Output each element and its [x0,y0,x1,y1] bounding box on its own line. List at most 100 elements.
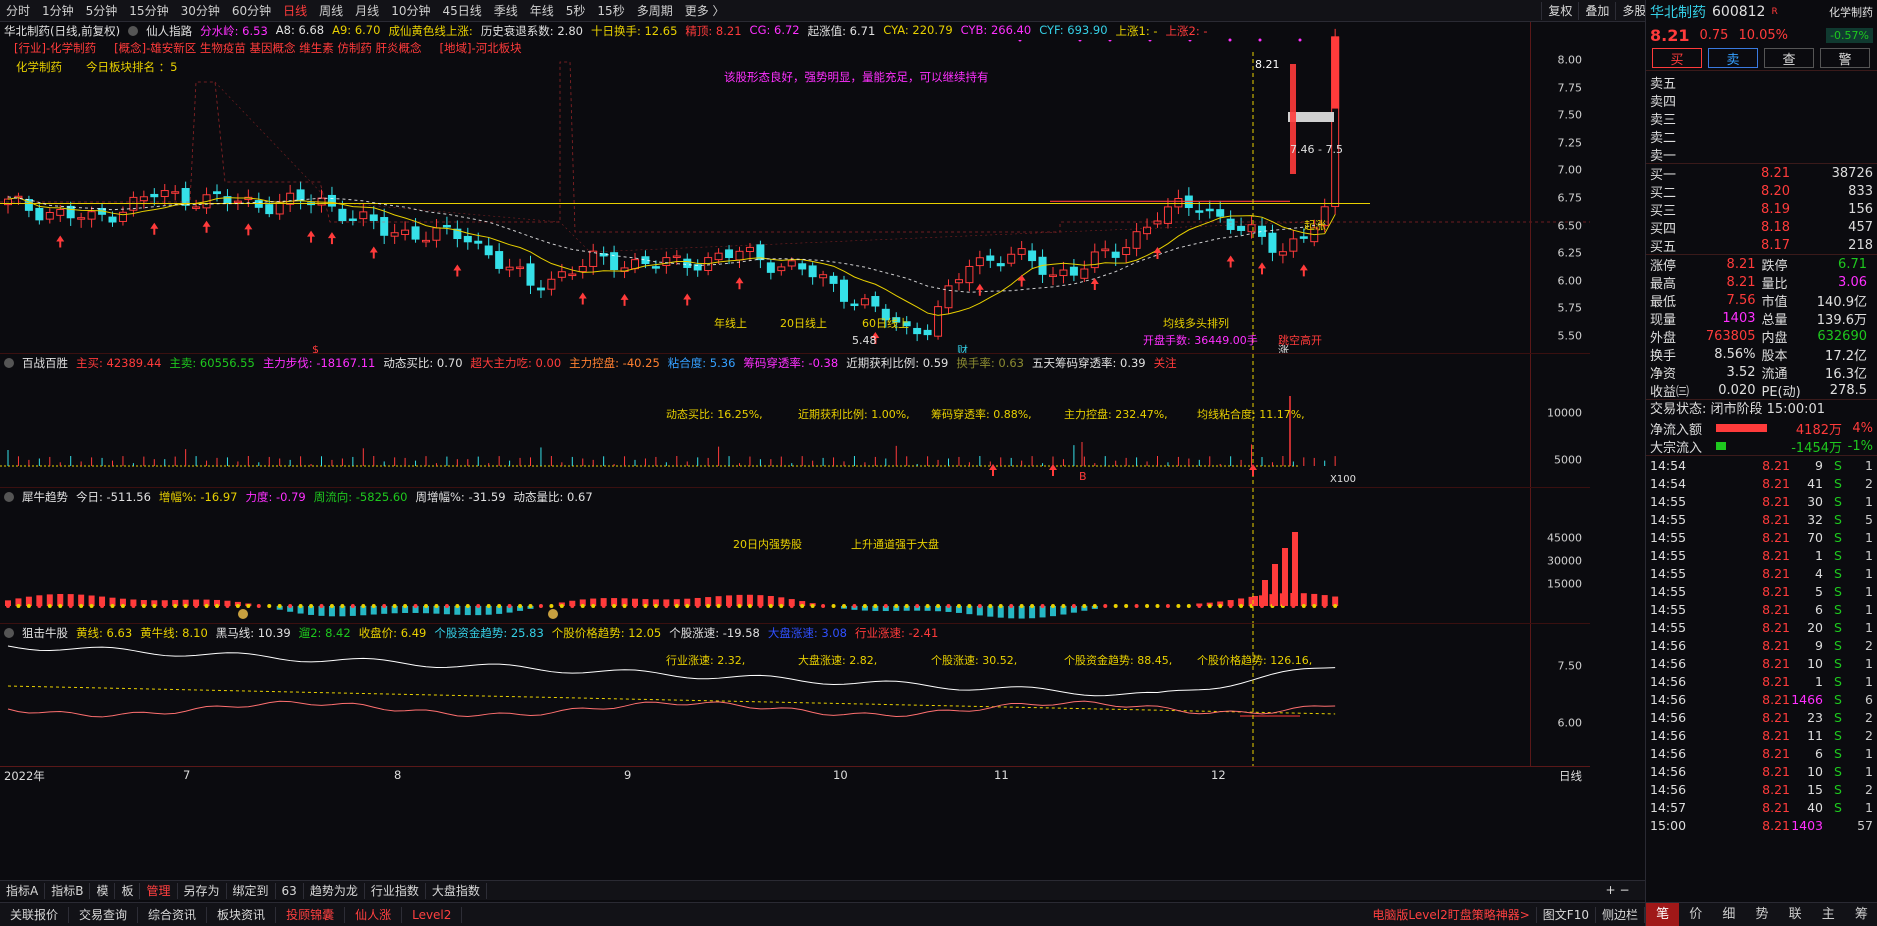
indicator-tab[interactable]: 另存为 [178,882,227,899]
trend-bar [1050,606,1056,617]
signal-dot [1298,38,1302,42]
ask-level[interactable]: 卖四 [1646,91,1877,110]
period-tab[interactable]: 1分钟 [42,4,74,18]
indicator-tab[interactable]: 管理 [140,882,178,899]
period-tab[interactable]: 年线 [529,4,554,18]
indicator-tab[interactable]: 指标B [45,882,91,899]
period-tab[interactable]: 多周期 [636,4,673,18]
jiji-pane[interactable]: 狙击牛股 黄线: 6.63 黄牛线: 8.10 黑马线: 10.39 遛2: 8.42… [0,624,1590,766]
panel-tab[interactable]: 价 [1689,906,1703,922]
main-indicator-name[interactable]: 仙人指路 [146,24,193,38]
main-kline-pane[interactable]: 华北制药(日线,前复权) 仙人指路 分水岭: 6.53 A8: 6.68 A9: 6… [0,22,1590,354]
indicator-tab[interactable]: 指标A [0,882,46,899]
period-tab[interactable]: 季线 [493,4,518,18]
candle-up [735,250,744,261]
trend-chart[interactable]: 20日内强势股 上升通道强于大盘 [0,488,1590,624]
region-tag[interactable]: [地域]-河北板块 [439,41,522,55]
sniper-chart[interactable]: 行业涨速: 2.32, 大盘涨速: 2.82, 个股涨速: 30.52, 个股资金趋势… [0,624,1590,766]
period-tab[interactable]: 45日线 [442,4,482,18]
xiniu-pane[interactable]: 犀牛趋势 今日: -511.56 增幅%: -16.97 力度: -0.79 周流向:… [0,488,1590,624]
info-tab[interactable]: 综合资讯 [138,906,208,923]
panel-tab[interactable]: 细 [1722,906,1736,922]
period-tab[interactable]: 5分钟 [85,4,118,18]
period-tab[interactable]: 日线 [283,4,308,18]
panel-tab[interactable]: 笔 [1646,902,1680,926]
indicator-tab[interactable]: 绑定到 [227,882,276,899]
indicator-settings-icon[interactable] [128,26,139,36]
pane2-name[interactable]: 百战百胜 [22,356,68,370]
period-tab[interactable]: 15秒 [597,4,625,18]
panel-tab[interactable]: 势 [1755,906,1769,922]
query-button[interactable]: 查 [1764,48,1814,68]
candle-up [516,266,525,270]
period-tab[interactable]: 月线 [355,4,380,18]
period-tab[interactable]: 10分钟 [391,4,431,18]
zoom-out-icon[interactable]: − [1619,883,1630,897]
trend-dot [89,604,94,608]
side-tab[interactable]: 侧边栏 [1596,906,1645,923]
stat-row: 收益㈢ 0.020 PE(动) 278.5 [1646,381,1877,400]
period-tab[interactable]: 分时 [6,4,31,18]
panel-tab[interactable]: 主 [1821,906,1835,922]
concept-tag[interactable]: [概念]-雄安新区 生物疫苗 基因概念 维生素 仿制药 肝炎概念 [114,41,422,55]
pane4-name[interactable]: 狙击牛股 [22,626,68,640]
side-tab[interactable]: 图文F10 [1537,906,1596,923]
buy-button[interactable]: 买 [1652,48,1702,68]
bid-level[interactable]: 买三 8.19 156 [1646,200,1877,219]
indicator-tab[interactable]: 板 [115,882,141,899]
sell-button[interactable]: 卖 [1708,48,1758,68]
pane4-settings-icon[interactable] [4,628,14,638]
trend-dot [319,604,324,608]
industry-tag[interactable]: [行业]-化学制药 [14,41,97,55]
info-tab[interactable]: 仙人涨 [345,906,403,923]
sector-tag[interactable]: 化学制药 [1829,6,1873,19]
info-tab[interactable]: 投顾锦囊 [276,906,346,923]
panel-tab[interactable]: 联 [1788,906,1802,922]
tick-row: 14:56 8.21 10 S 1 [1646,654,1877,672]
pane3-settings-icon[interactable] [4,492,14,502]
indicator-tab[interactable]: 模 [90,882,116,899]
period-tab[interactable]: 周线 [319,4,344,18]
tool-button[interactable]: 多股 [1615,1,1652,20]
alert-button[interactable]: 警 [1820,48,1870,68]
y-tick-label: 8.00 [1557,53,1583,67]
candles [4,28,1340,342]
volume-chart[interactable]: 动态买比: 16.25%, 近期获利比例: 1.00%, 筹码穿透率: 0.88%,… [0,354,1590,488]
ask-level[interactable]: 卖三 [1646,109,1877,128]
tick-list[interactable]: 14:54 8.21 9 S 1 14:54 8.21 41 S 2 14:55 8.21 30 S 1 14… [1646,455,1877,834]
trend-dot [727,604,732,608]
info-tab[interactable]: Level2 [402,906,463,923]
indicator-tab[interactable]: 趋势为龙 [304,882,365,899]
tool-button[interactable]: 叠加 [1578,1,1615,20]
period-tab[interactable]: 60分钟 [231,4,272,18]
pane3-name[interactable]: 犀牛趋势 [22,490,68,504]
bid-level[interactable]: 买四 8.18 457 [1646,218,1877,237]
x-tick-label: 12 [1211,768,1226,782]
tool-button[interactable]: 复权 [1541,1,1578,20]
indicator-tab[interactable]: 行业指数 [365,882,426,899]
panel-tab[interactable]: 筹 [1854,906,1868,922]
ask-level[interactable]: 卖一 [1646,145,1877,164]
info-tab[interactable]: 交易查询 [69,906,139,923]
bid-level[interactable]: 买一 8.21 38726 [1646,164,1877,183]
pane2-settings-icon[interactable] [4,358,14,368]
info-tab[interactable]: 板块资讯 [207,906,277,923]
period-tab[interactable]: 15分钟 [129,4,169,18]
ask-level[interactable]: 卖五 [1646,73,1877,92]
period-tab[interactable]: 更多 〉 [684,4,725,18]
period-tab[interactable]: 5秒 [565,4,586,18]
chart-area[interactable]: 华北制药(日线,前复权) 仙人指路 分水岭: 6.53 A8: 6.68 A9: 6… [0,22,1590,880]
bid-level[interactable]: 买二 8.20 833 [1646,182,1877,201]
promo-link[interactable]: 电脑版Level2盯盘策略神器> [1366,906,1537,923]
bid-level[interactable]: 买五 8.17 218 [1646,236,1877,255]
indicator-tab[interactable]: 大盘指数 [426,882,487,899]
info-tab[interactable]: 关联报价 [0,906,70,923]
zoom-in-icon[interactable]: + [1605,883,1616,897]
period-label[interactable]: 日线 [1559,769,1582,783]
ask-level[interactable]: 卖二 [1646,127,1877,146]
pane2-label: 均线粘合度: 11.17%, [1197,407,1305,421]
baizhan-pane[interactable]: 百战百胜 主买: 42389.44 主卖: 60556.55 主力步伐: -1816… [0,354,1590,488]
indicator-tab[interactable]: 63 [276,882,304,899]
period-tab[interactable]: 30分钟 [180,4,220,18]
